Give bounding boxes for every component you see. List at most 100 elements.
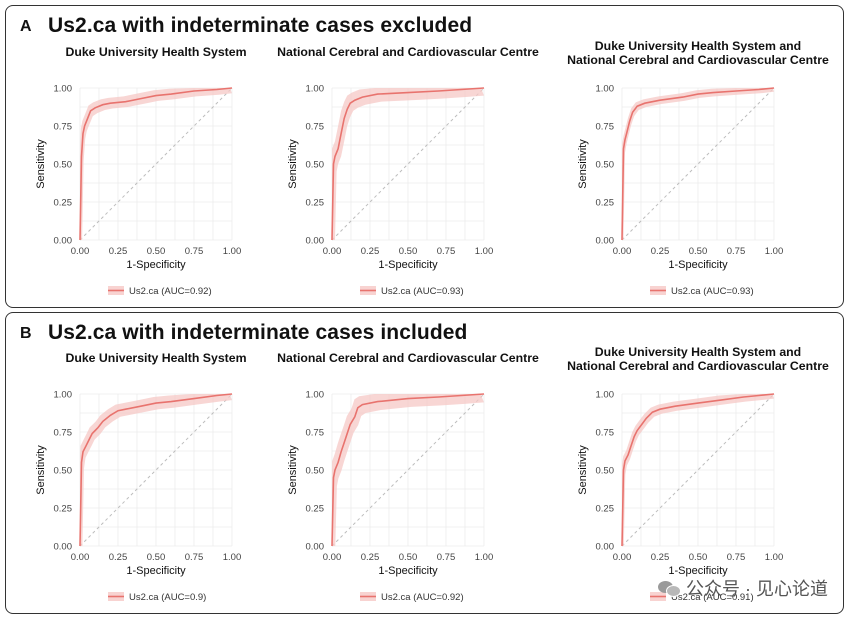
- panel-a: A Us2.ca with indeterminate cases exclud…: [5, 5, 844, 308]
- y-tick-label: 0.25: [54, 504, 73, 515]
- y-tick-label: 0.75: [596, 428, 615, 439]
- x-tick-label: 0.25: [109, 552, 128, 563]
- chart-title: National Cerebral and Cardiovascular Cen…: [567, 359, 829, 373]
- x-tick-label: 0.75: [185, 552, 204, 563]
- chart-title: Duke University Health System: [65, 351, 246, 365]
- roc-chart: Duke University Health System andNationa…: [567, 345, 829, 603]
- legend-label: Us2.ca (AUC=0.92): [381, 592, 464, 603]
- y-tick-label: 0.50: [596, 466, 615, 477]
- chart-title: National Cerebral and Cardiovascular Cen…: [567, 53, 829, 67]
- x-tick-label: 0.00: [613, 552, 632, 563]
- roc-chart: National Cerebral and Cardiovascular Cen…: [277, 45, 539, 297]
- roc-curve: [621, 393, 775, 547]
- x-tick-label: 1.00: [223, 552, 242, 563]
- x-tick-label: 0.00: [323, 246, 342, 257]
- y-tick-label: 1.00: [306, 390, 325, 401]
- x-axis-label: 1-Specificity: [668, 565, 728, 577]
- roc-curve: [79, 87, 233, 241]
- y-tick-label: 0.50: [306, 466, 325, 477]
- panel-letter: A: [20, 18, 32, 35]
- x-tick-label: 1.00: [765, 246, 784, 257]
- chart-title: National Cerebral and Cardiovascular Cen…: [277, 45, 539, 59]
- y-axis-label: Sensitivity: [287, 139, 299, 189]
- x-tick-label: 0.50: [399, 552, 418, 563]
- legend-label: Us2.ca (AUC=0.9): [129, 592, 206, 603]
- roc-chart: Duke University Health System andNationa…: [567, 39, 829, 297]
- y-tick-label: 0.00: [306, 236, 325, 247]
- roc-plot-a-duke: Duke University Health System 0.00 0.00 0.2…: [30, 42, 260, 302]
- y-tick-label: 0.25: [596, 504, 615, 515]
- x-tick-label: 1.00: [223, 246, 242, 257]
- y-tick-label: 0.00: [596, 542, 615, 553]
- y-tick-label: 0.75: [54, 428, 73, 439]
- watermark: 公众号 · 见心论道: [658, 575, 828, 601]
- roc-curve: [331, 393, 485, 547]
- chart-title: Duke University Health System and: [595, 345, 801, 359]
- legend-label: Us2.ca (AUC=0.93): [671, 286, 754, 297]
- x-tick-label: 0.25: [651, 552, 670, 563]
- panel-b: B Us2.ca with indeterminate cases includ…: [5, 312, 844, 614]
- y-axis-label: Sensitivity: [35, 139, 47, 189]
- y-tick-label: 1.00: [306, 84, 325, 95]
- roc-curve: [621, 87, 775, 241]
- x-tick-label: 0.25: [651, 246, 670, 257]
- y-tick-label: 0.25: [306, 504, 325, 515]
- x-tick-label: 0.75: [437, 552, 456, 563]
- chart-title: Duke University Health System and: [595, 39, 801, 53]
- x-tick-label: 1.00: [475, 246, 494, 257]
- confidence-band: [80, 88, 232, 240]
- chart-title: National Cerebral and Cardiovascular Cen…: [277, 351, 539, 365]
- x-tick-label: 0.25: [109, 246, 128, 257]
- panel-title: Us2.ca with indeterminate cases included: [48, 321, 468, 344]
- x-axis-label: 1-Specificity: [126, 565, 186, 577]
- x-axis-label: 1-Specificity: [378, 259, 438, 271]
- y-tick-label: 1.00: [596, 390, 615, 401]
- y-tick-label: 0.75: [54, 122, 73, 133]
- x-tick-label: 0.00: [71, 246, 90, 257]
- x-tick-label: 0.50: [689, 552, 708, 563]
- chart-title: Duke University Health System: [65, 45, 246, 59]
- y-tick-label: 1.00: [54, 84, 73, 95]
- x-tick-label: 0.50: [147, 246, 166, 257]
- y-tick-label: 1.00: [54, 390, 73, 401]
- x-tick-label: 0.00: [323, 552, 342, 563]
- y-tick-label: 0.50: [54, 160, 73, 171]
- y-axis-label: Sensitivity: [577, 139, 589, 189]
- y-tick-label: 0.25: [54, 198, 73, 209]
- roc-plot-a-combined: Duke University Health System and Nationa…: [567, 39, 829, 302]
- x-axis-label: 1-Specificity: [378, 565, 438, 577]
- x-tick-label: 0.00: [613, 246, 632, 257]
- wechat-icon: [658, 579, 681, 597]
- roc-plot-b-duke: Duke University Health System 0.00 0.00 0.2…: [30, 348, 260, 608]
- x-tick-label: 0.25: [361, 246, 380, 257]
- roc-chart: Duke University Health System 0.000.00 0.2…: [35, 45, 247, 297]
- y-tick-label: 0.50: [306, 160, 325, 171]
- roc-plot-a-ncvc: National Cerebral and Cardiovascular Cen…: [277, 42, 539, 302]
- x-tick-label: 0.75: [185, 246, 204, 257]
- panel-letter: B: [20, 325, 32, 342]
- y-tick-label: 0.00: [54, 542, 73, 553]
- y-tick-label: 0.25: [306, 198, 325, 209]
- y-tick-label: 0.00: [306, 542, 325, 553]
- roc-curve: [331, 87, 485, 241]
- x-tick-label: 0.50: [399, 246, 418, 257]
- y-axis-label: Sensitivity: [35, 445, 47, 495]
- x-tick-label: 0.00: [71, 552, 90, 563]
- y-tick-label: 0.75: [306, 122, 325, 133]
- legend-label: Us2.ca (AUC=0.92): [129, 286, 212, 297]
- y-tick-label: 0.75: [306, 428, 325, 439]
- x-tick-label: 1.00: [475, 552, 494, 563]
- roc-plot-b-combined: Duke University Health System and Nationa…: [567, 345, 829, 608]
- confidence-band: [622, 88, 774, 240]
- x-tick-label: 0.50: [689, 246, 708, 257]
- y-tick-label: 0.75: [596, 122, 615, 133]
- y-tick-label: 0.50: [596, 160, 615, 171]
- y-axis-label: Sensitivity: [577, 445, 589, 495]
- roc-curve: [79, 393, 233, 547]
- y-axis-label: Sensitivity: [287, 445, 299, 495]
- x-tick-label: 0.75: [727, 552, 746, 563]
- x-tick-label: 0.75: [437, 246, 456, 257]
- roc-chart: Duke University Health System 0.000.00 0.2…: [35, 351, 247, 603]
- x-axis-label: 1-Specificity: [126, 259, 186, 271]
- legend-label: Us2.ca (AUC=0.93): [381, 286, 464, 297]
